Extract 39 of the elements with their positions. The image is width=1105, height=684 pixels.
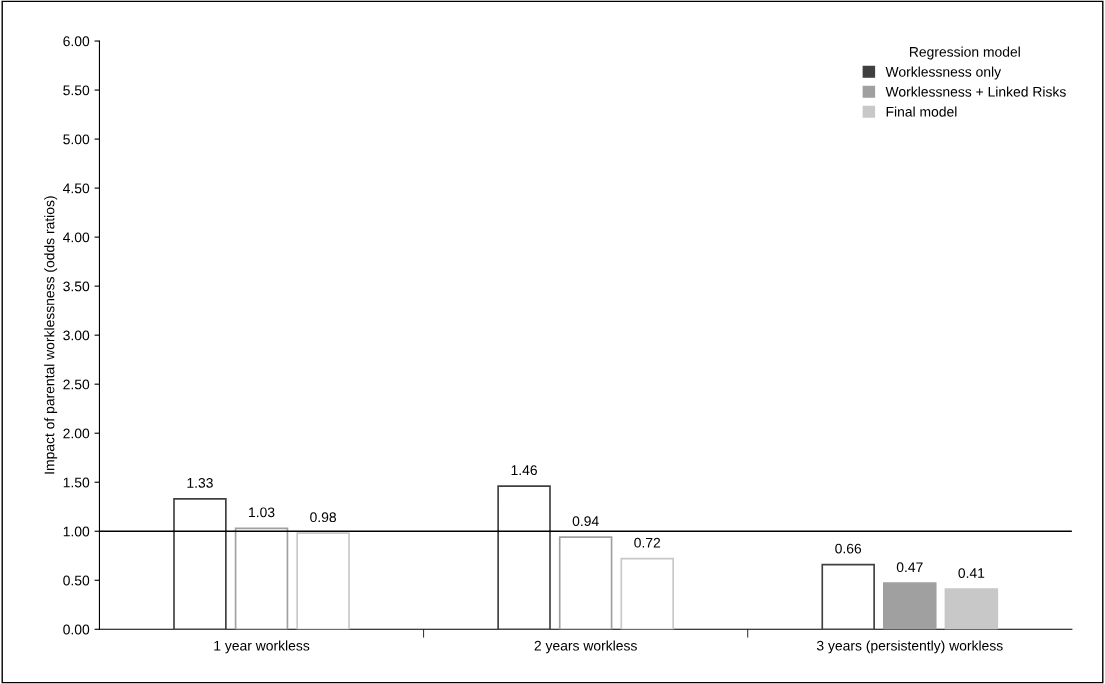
data-label: 0.41 bbox=[958, 568, 985, 579]
y-tick-label: 6.00 bbox=[63, 36, 90, 47]
legend-label: Worklessness only bbox=[885, 66, 1002, 80]
x-tick-label: 1 year workless bbox=[214, 640, 310, 654]
y-tick-label: 5.50 bbox=[63, 85, 90, 96]
bar bbox=[821, 563, 875, 630]
bar bbox=[620, 557, 675, 630]
y-tick-label: 2.00 bbox=[63, 428, 90, 439]
legend-label: Final model bbox=[886, 106, 957, 117]
legend-title: Regression model bbox=[909, 46, 1020, 60]
y-tick-label: 4.50 bbox=[63, 183, 90, 194]
bar bbox=[558, 536, 613, 630]
bar bbox=[883, 582, 937, 630]
bar bbox=[173, 498, 227, 630]
data-label: 1.03 bbox=[249, 507, 275, 518]
bar bbox=[296, 532, 350, 630]
y-tick-label: 5.00 bbox=[63, 134, 90, 145]
data-label: 0.47 bbox=[896, 562, 923, 573]
legend-label: Worklessness + Linked Risks bbox=[885, 86, 1066, 97]
data-label: 1.33 bbox=[187, 477, 213, 488]
y-tick-label: 4.00 bbox=[63, 232, 90, 243]
y-tick-label: 2.50 bbox=[63, 379, 90, 390]
y-tick-label: 3.00 bbox=[63, 330, 90, 341]
data-label: 0.66 bbox=[835, 543, 862, 554]
bar bbox=[234, 527, 289, 630]
x-tick-label: 2 years workless bbox=[534, 640, 637, 654]
y-tick-label: 1.50 bbox=[63, 477, 90, 488]
y-tick-label: 3.50 bbox=[63, 281, 90, 292]
data-label: 0.98 bbox=[310, 512, 337, 523]
x-tick-label: 3 years (persistently) workless bbox=[816, 640, 1003, 654]
y-tick-label: 0.50 bbox=[63, 575, 90, 586]
y-axis-title: Impact of parental worklessness (odds ratios) bbox=[44, 196, 58, 474]
data-label: 0.72 bbox=[634, 537, 661, 548]
bar bbox=[497, 485, 551, 630]
y-tick-label: 0.00 bbox=[63, 624, 90, 635]
bar bbox=[944, 588, 999, 630]
y-tick-label: 1.00 bbox=[63, 526, 90, 537]
data-label: 1.46 bbox=[511, 465, 537, 476]
data-label: 0.94 bbox=[572, 516, 599, 527]
